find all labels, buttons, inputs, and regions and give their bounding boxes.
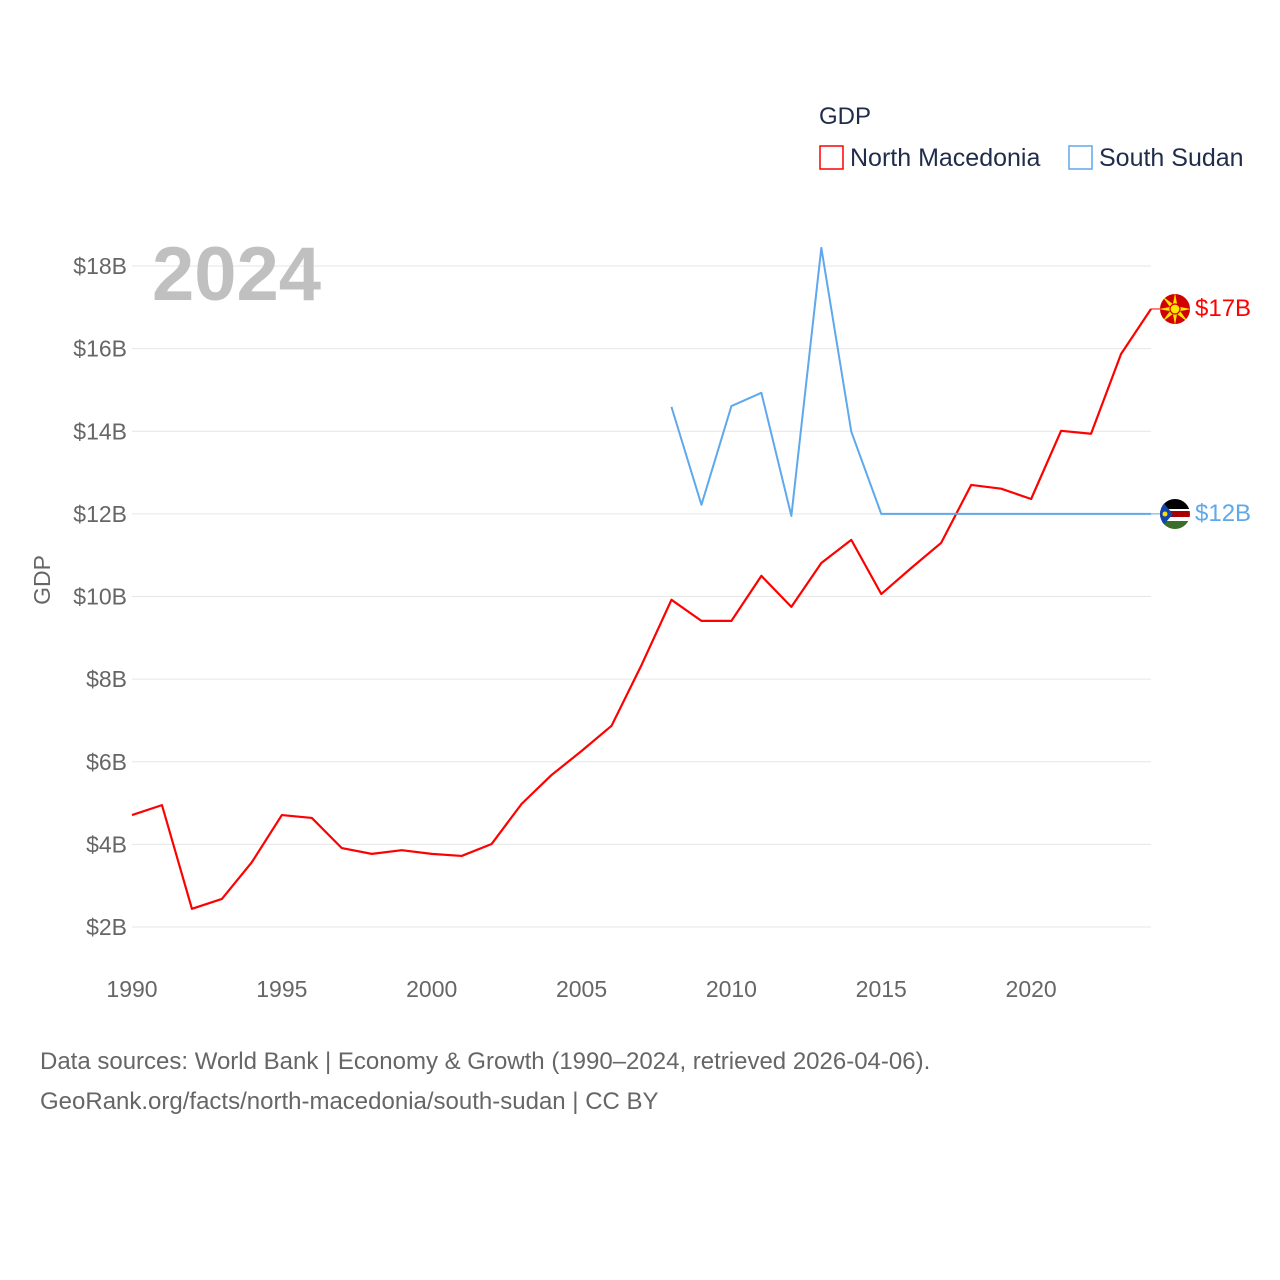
north-macedonia-flag-icon bbox=[1160, 294, 1190, 324]
y-tick-label: $6B bbox=[86, 749, 127, 775]
x-tick-label: 2015 bbox=[856, 976, 907, 1002]
legend-item-north-macedonia[interactable]: North Macedonia bbox=[819, 144, 1040, 172]
y-tick-label: $2B bbox=[86, 914, 127, 940]
x-tick-label: 2010 bbox=[706, 976, 757, 1002]
x-tick-label: 1990 bbox=[106, 976, 157, 1002]
x-tick-label: 2000 bbox=[406, 976, 457, 1002]
x-tick-label: 2020 bbox=[1006, 976, 1057, 1002]
legend-swatch bbox=[819, 145, 844, 170]
legend-title: GDP bbox=[819, 103, 871, 130]
y-axis-ticks: $2B $4B $6B $8B $10B $12B $14B $16B $18B bbox=[73, 253, 127, 940]
y-tick-label: $12B bbox=[73, 501, 127, 527]
legend-label: South Sudan bbox=[1099, 144, 1244, 172]
series-lines bbox=[131, 246, 1160, 910]
source-note: Data sources: World Bank | Economy & Gro… bbox=[40, 1042, 930, 1122]
year-label: 2024 bbox=[152, 232, 321, 317]
y-tick-label: $8B bbox=[86, 666, 127, 692]
y-tick-label: $4B bbox=[86, 831, 127, 857]
legend-label: North Macedonia bbox=[850, 144, 1040, 172]
source-url[interactable]: GeoRank.org/facts/north-macedonia/south-… bbox=[40, 1088, 659, 1115]
legend-swatch bbox=[1068, 145, 1093, 170]
series-line-north-macedonia bbox=[131, 308, 1152, 910]
y-axis-label: GDP bbox=[29, 555, 55, 605]
end-label-north-macedonia: $17B bbox=[1195, 295, 1251, 322]
y-tick-label: $18B bbox=[73, 253, 127, 279]
series-line-south-sudan bbox=[670, 246, 1151, 517]
x-tick-label: 1995 bbox=[256, 976, 307, 1002]
source-line: Data sources: World Bank | Economy & Gro… bbox=[40, 1048, 931, 1075]
south-sudan-flag-icon bbox=[1160, 499, 1190, 529]
y-tick-label: $14B bbox=[73, 418, 127, 444]
legend-item-south-sudan[interactable]: South Sudan bbox=[1068, 144, 1244, 172]
end-label-south-sudan: $12B bbox=[1195, 500, 1251, 527]
y-tick-label: $16B bbox=[73, 336, 127, 362]
gridlines bbox=[132, 265, 1151, 928]
x-tick-label: 2005 bbox=[556, 976, 607, 1002]
y-tick-label: $10B bbox=[73, 584, 127, 610]
x-axis-ticks: 1990 1995 2000 2005 2010 2015 2020 bbox=[106, 976, 1056, 1002]
